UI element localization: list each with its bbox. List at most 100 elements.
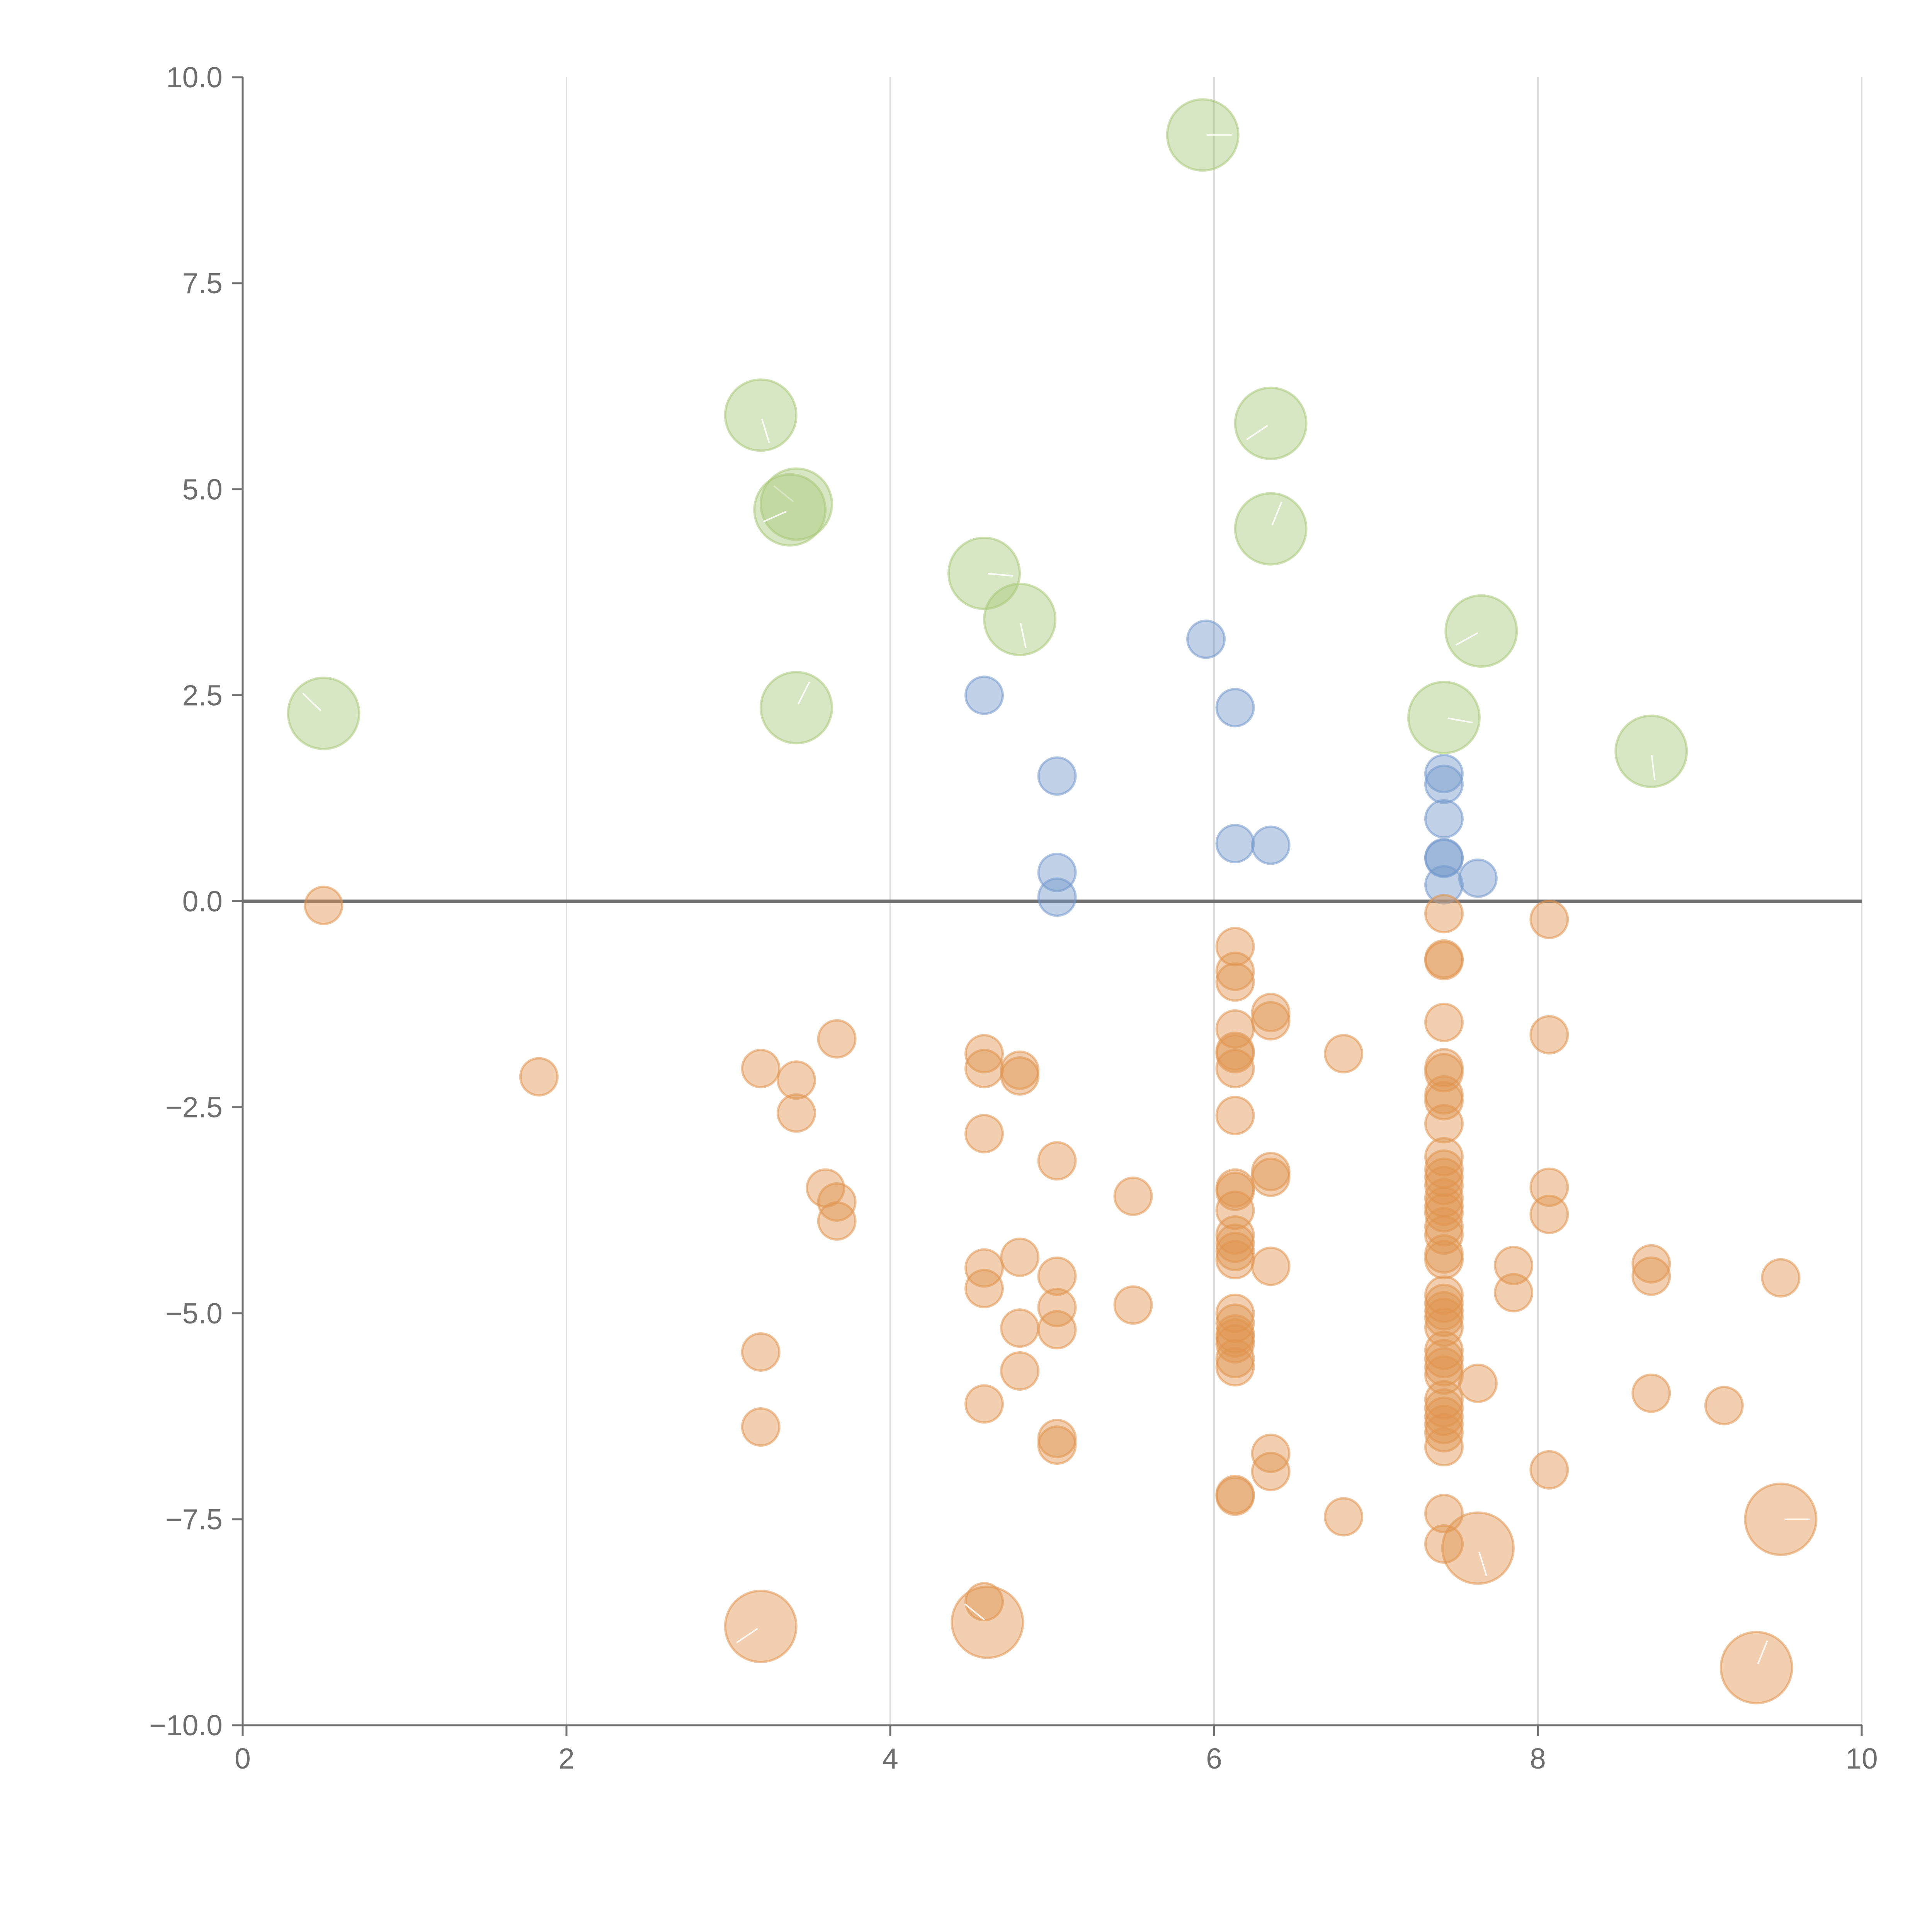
data-point	[304, 886, 344, 925]
data-point	[1037, 1287, 1077, 1327]
data-point	[1215, 1476, 1255, 1516]
data-point	[947, 536, 1021, 610]
data-point	[1166, 98, 1240, 172]
series-orange-large	[724, 1482, 1818, 1704]
data-point	[1037, 1425, 1077, 1465]
y-tick-label: −2.5	[165, 1091, 223, 1124]
data-point	[1424, 1240, 1464, 1280]
y-tick-label: −5.0	[165, 1297, 223, 1330]
data-point	[1407, 680, 1481, 754]
bubble-leader-mark	[773, 485, 794, 502]
data-point	[724, 1590, 798, 1663]
data-point	[1458, 1364, 1498, 1403]
bubble-leader-mark	[1020, 623, 1027, 648]
y-tick-label: −10.0	[149, 1709, 223, 1742]
data-point	[1215, 1303, 1255, 1343]
series-green	[287, 98, 1688, 788]
data-point	[983, 583, 1057, 656]
x-tick-label: 6	[1206, 1742, 1222, 1775]
data-point	[1234, 386, 1308, 460]
data-point	[1215, 1347, 1255, 1387]
data-point	[759, 671, 833, 745]
data-point	[1424, 1524, 1464, 1564]
data-point	[1215, 1324, 1255, 1364]
data-point	[1424, 1298, 1464, 1337]
data-point	[1424, 1339, 1464, 1379]
bubble-leader-mark	[736, 1628, 758, 1643]
data-point	[1614, 714, 1688, 788]
data-point	[964, 1114, 1004, 1153]
data-point	[1215, 1095, 1255, 1135]
data-point	[1215, 688, 1255, 728]
axis-ticks: 0 2 4 6 8 10 10.0 7.5 5.0 2.5 0.0 −2.5 −5.0 −7.5 −10.0	[149, 61, 1878, 1775]
series-orange	[304, 886, 1801, 1622]
bubble-leader-mark	[763, 510, 787, 522]
data-point	[1704, 1386, 1744, 1425]
data-point	[1000, 1237, 1040, 1277]
data-point	[1424, 1053, 1464, 1093]
data-point	[1529, 1194, 1569, 1234]
data-point	[1251, 993, 1291, 1032]
data-point	[1458, 858, 1498, 898]
data-point	[1037, 1310, 1077, 1350]
bubble-leader-mark	[797, 681, 810, 705]
bubble-leader-mark	[1246, 425, 1268, 440]
data-point	[1424, 1166, 1464, 1206]
data-point	[1761, 1258, 1801, 1298]
data-point	[964, 1248, 1004, 1288]
bubble-leader-mark	[1651, 755, 1656, 781]
data-point	[1631, 1373, 1671, 1413]
data-point	[1424, 1002, 1464, 1042]
data-point	[951, 1585, 1024, 1659]
data-point	[1215, 1240, 1255, 1280]
data-point	[1719, 1631, 1793, 1704]
data-point	[1037, 1256, 1077, 1296]
data-point	[1529, 1167, 1569, 1207]
data-point	[1037, 877, 1077, 917]
y-tick-label: −7.5	[165, 1503, 223, 1536]
data-point	[1424, 1104, 1464, 1144]
data-point	[741, 1049, 781, 1088]
data-point	[1234, 492, 1308, 566]
data-point	[741, 1407, 781, 1447]
bubble-leader-mark	[988, 573, 1013, 577]
data-point	[1000, 1056, 1040, 1096]
data-point	[1000, 1351, 1040, 1391]
data-point	[287, 677, 361, 750]
y-tick-label: 0.0	[182, 885, 223, 918]
data-point	[1251, 1001, 1291, 1041]
y-tick-label: 10.0	[166, 61, 223, 94]
x-tick-label: 10	[1845, 1742, 1878, 1775]
data-point	[1251, 1157, 1291, 1197]
data-point	[1529, 1015, 1569, 1054]
data-point	[1444, 594, 1518, 668]
data-point	[1424, 764, 1464, 804]
bubble-leader-mark	[1478, 1551, 1487, 1576]
data-point	[1424, 1193, 1464, 1233]
data-point	[741, 1332, 781, 1372]
data-point	[1424, 1413, 1464, 1452]
data-point	[1424, 1207, 1464, 1247]
data-point	[964, 1049, 1004, 1088]
data-point	[1424, 1275, 1464, 1315]
y-tick-label: 5.0	[182, 473, 223, 505]
data-point	[1424, 753, 1464, 793]
data-point	[1744, 1482, 1818, 1556]
series-blue	[964, 619, 1498, 917]
data-point	[1424, 1427, 1464, 1467]
data-point	[1424, 894, 1464, 934]
data-point	[964, 1582, 1004, 1622]
data-point	[1529, 1450, 1569, 1490]
data-point	[1215, 951, 1255, 991]
data-point	[1324, 1497, 1364, 1537]
x-tick-label: 4	[882, 1742, 898, 1775]
bubble-leader-mark	[964, 1603, 985, 1621]
data-point	[964, 675, 1004, 715]
data-point	[1529, 900, 1569, 939]
data-point	[759, 467, 833, 541]
data-point	[1631, 1244, 1671, 1284]
bubble-leader-mark	[302, 692, 321, 711]
data-point	[776, 1093, 816, 1133]
data-point	[1424, 1405, 1464, 1444]
x-tick-label: 0	[235, 1742, 251, 1775]
